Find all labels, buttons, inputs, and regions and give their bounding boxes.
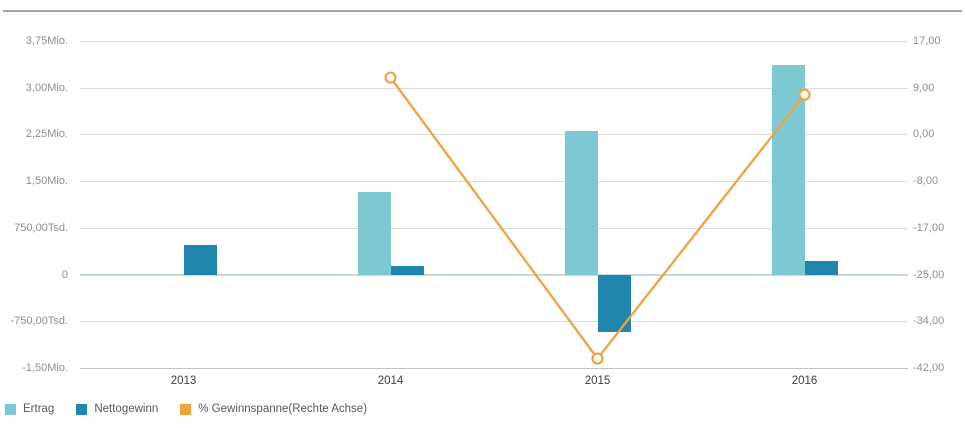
margin-marker-2015[interactable] [591, 352, 604, 365]
y-axis-left-label: -1,50Mio. [22, 362, 68, 374]
bar-nettogewinn-2014[interactable] [390, 266, 424, 275]
y-axis-right-label: -17,00 [913, 221, 945, 234]
x-axis-label-2015: 2015 [584, 375, 611, 387]
y-axis-left-label: -750,00Tsd. [10, 315, 68, 328]
y-axis-left-label: 3,75Mio. [25, 35, 68, 47]
y-axis-left-label: 0 [61, 268, 68, 281]
widget-top-border [3, 10, 962, 12]
gridline [80, 41, 908, 42]
gridline [80, 227, 908, 229]
legend-item-ertrag[interactable]: Ertrag [5, 402, 54, 416]
gridline [80, 134, 908, 136]
y-axis-right-label: -8,00 [913, 175, 939, 188]
y-axis-right-label: -25,00 [913, 268, 945, 281]
bar-nettogewinn-2016[interactable] [804, 261, 838, 275]
bar-nettogewinn-2013[interactable] [183, 245, 217, 275]
x-axis-label-2016: 2016 [791, 375, 818, 387]
x-axis-label-2014: 2014 [377, 375, 404, 387]
zero-gridline [80, 273, 908, 276]
legend-swatch-nettogewinn [76, 403, 88, 415]
bar-ertrag-2016[interactable] [771, 64, 805, 275]
legend-item-gewinnspanne[interactable]: % Gewinnspanne(Rechte Achse) [180, 402, 367, 416]
y-axis-left-label: 750,00Tsd. [14, 221, 68, 234]
legend-label-gewinnspanne: % Gewinnspanne(Rechte Achse) [198, 403, 368, 415]
legend: Ertrag Nettogewinn % Gewinnspanne(Rechte… [5, 402, 367, 416]
legend-swatch-gewinnspanne [180, 403, 192, 415]
gridline [80, 87, 908, 89]
y-axis-left-label: 3,00Mio. [25, 81, 68, 94]
y-axis-right-label: 0,00 [913, 128, 935, 141]
margin-marker-2014[interactable] [384, 71, 397, 84]
bar-ertrag-2014[interactable] [357, 191, 391, 275]
gridline [80, 181, 908, 183]
y-axis-right-label: -42,00 [913, 362, 945, 374]
bar-ertrag-2015[interactable] [564, 130, 598, 275]
margin-marker-2016[interactable] [798, 88, 811, 101]
legend-swatch-ertrag [5, 403, 16, 415]
legend-label-nettogewinn: Nettogewinn [94, 403, 159, 415]
y-axis-right-label: -34,00 [913, 315, 945, 328]
y-axis-right-label: 17,00 [913, 35, 941, 47]
gridline [80, 321, 908, 323]
gridline [80, 368, 908, 369]
y-axis-left-label: 1,50Mio. [25, 175, 68, 188]
x-axis-label-2013: 2013 [170, 375, 197, 387]
y-axis-right-label: 9,00 [913, 81, 935, 94]
legend-label-ertrag: Ertrag [23, 403, 55, 415]
legend-item-nettogewinn[interactable]: Nettogewinn [76, 402, 158, 416]
y-axis-left-label: 2,25Mio. [25, 128, 68, 141]
